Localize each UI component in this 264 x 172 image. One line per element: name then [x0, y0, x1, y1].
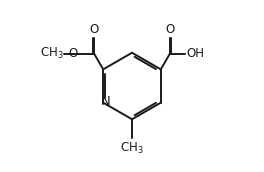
Text: CH$_3$: CH$_3$ [40, 46, 64, 61]
Text: CH$_3$: CH$_3$ [120, 141, 144, 156]
Text: N: N [101, 95, 111, 108]
Text: O: O [165, 23, 175, 36]
Text: OH: OH [186, 47, 204, 60]
Text: O: O [69, 47, 78, 60]
Text: O: O [89, 23, 99, 36]
